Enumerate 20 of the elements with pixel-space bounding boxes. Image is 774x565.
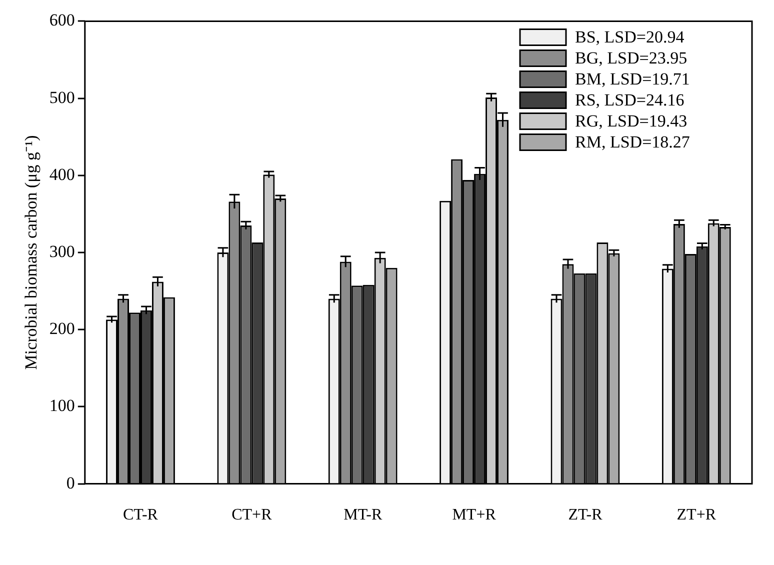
y-tick-label: 100 (49, 396, 75, 416)
x-tick-label: CT-R (123, 506, 158, 524)
x-tick-label: ZT-R (568, 506, 603, 524)
legend-label: RG, LSD=19.43 (575, 112, 688, 131)
y-tick-label: 200 (49, 319, 75, 338)
y-tick-label: 400 (49, 164, 75, 184)
y-tick-label: 600 (49, 10, 75, 30)
legend-label: RS, LSD=24.16 (575, 90, 684, 110)
x-tick-label: MT-R (344, 506, 382, 524)
y-tick-label: 0 (66, 473, 75, 492)
legend-label: BS, LSD=20.94 (575, 28, 685, 47)
x-tick-label: ZT+R (676, 506, 716, 524)
y-axis-title: Microbial biomass carbon (μg g⁻¹) (22, 135, 41, 370)
x-tick-label: MT+R (452, 506, 496, 524)
legend-label: BG, LSD=23.95 (575, 48, 688, 68)
x-tick-label: CT+R (232, 506, 272, 524)
y-tick-label: 300 (49, 242, 75, 261)
legend-label: RM, LSD=18.27 (575, 132, 690, 152)
legend-label: BM, LSD=19.71 (575, 70, 690, 89)
y-tick-label: 500 (49, 88, 75, 107)
